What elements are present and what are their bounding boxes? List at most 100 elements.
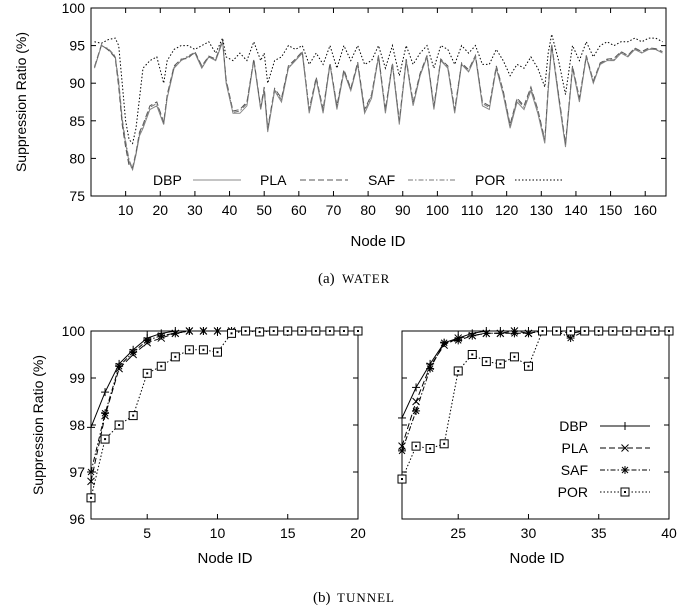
marker-star	[510, 329, 519, 338]
marker-star	[101, 409, 110, 418]
marker-plus	[398, 413, 406, 422]
marker-square-dot	[481, 357, 491, 367]
marker-square-dot	[566, 326, 576, 336]
legend-label-por: POR	[475, 172, 505, 188]
x-tick-label: 110	[461, 202, 484, 218]
marker-square-dot	[156, 361, 166, 371]
legend-label-dbp: DBP	[153, 172, 182, 188]
marker-square-dot	[411, 441, 421, 451]
marker-star	[482, 329, 491, 338]
plot-frame-water	[90, 7, 667, 197]
caption-name-b: TUNNEL	[337, 590, 395, 605]
marker-star	[426, 364, 435, 373]
x-tick-label: 100	[426, 202, 450, 218]
y-tick-label: 97	[69, 464, 85, 480]
legend-label-pla: PLA	[562, 440, 589, 456]
y-tick-label: 99	[69, 370, 85, 386]
marker-square-dot	[339, 326, 349, 336]
marker-star	[115, 362, 124, 371]
legend-label-dbp: DBP	[559, 418, 588, 434]
legend-label-pla: PLA	[260, 172, 287, 188]
marker-square-dot	[523, 361, 533, 371]
x-tick-label: 150	[599, 202, 623, 218]
chart-tunnel-left: 96 97 98 99 100 5 10 15 20 Suppression Ratio (%)…	[30, 323, 366, 567]
marker-square-dot	[650, 326, 660, 336]
y-axis-label-water: Suppression Ratio (%)	[13, 32, 29, 172]
marker-square-dot	[353, 326, 363, 336]
caption-water: (a) WATER	[318, 271, 390, 287]
marker-square-dot	[509, 352, 519, 362]
chart-water: 75 80 85 90 95 100 10 20 30 40 50 60 70 80 90 100 110 120…	[13, 0, 667, 250]
legend-water: DBP PLA SAF POR	[153, 172, 563, 188]
marker-square-dot	[255, 327, 265, 337]
caption-name-a: WATER	[342, 271, 390, 286]
marker-star	[143, 336, 152, 345]
marker-square-dot	[325, 326, 335, 336]
marker-square-dot	[425, 444, 435, 453]
marker-square-dot	[439, 439, 449, 449]
x-tick-label: 120	[495, 202, 519, 218]
marker-star	[213, 327, 222, 335]
marker-star	[129, 348, 138, 357]
x-tick-label: 20	[152, 202, 168, 218]
x-tick-label: 35	[591, 525, 607, 541]
marker-square-dot	[283, 326, 293, 336]
marker-square-dot	[311, 326, 321, 336]
x-tick-label: 20	[350, 525, 366, 541]
marker-square-dot	[453, 366, 463, 376]
legend-label-saf: SAF	[561, 462, 588, 478]
marker-square-dot	[241, 326, 251, 336]
legend-label-por: POR	[558, 484, 588, 500]
marker-square-dot	[580, 326, 590, 336]
marker-square-dot	[552, 326, 562, 336]
marker-square-dot	[86, 493, 96, 503]
series-line-por	[94, 34, 663, 145]
series-line-dbp	[94, 41, 663, 172]
y-axis-label-tunnel: Suppression Ratio (%)	[30, 355, 46, 495]
marker-square-dot	[227, 328, 237, 338]
marker-square-dot	[467, 350, 477, 359]
x-tick-label: 5	[143, 525, 151, 541]
x-tick-label: 160	[634, 202, 658, 218]
marker-square-dot	[128, 411, 138, 421]
x-tick-label: 10	[118, 202, 134, 218]
series-line-por	[401, 330, 669, 480]
marker-star	[440, 338, 449, 347]
legend-label-saf: SAF	[368, 172, 395, 188]
marker-square-dot	[212, 347, 222, 357]
marker-x	[621, 444, 629, 452]
marker-square-dot	[100, 434, 110, 444]
marker-star	[87, 468, 95, 476]
y-tick-label: 98	[69, 417, 85, 433]
marker-square-dot	[170, 352, 180, 362]
y-tick-label: 80	[69, 150, 85, 166]
x-axis-label-tunnel-left: Node ID	[197, 550, 252, 567]
x-tick-label: 130	[530, 202, 554, 218]
x-axis-label-tunnel-right: Node ID	[509, 550, 564, 567]
x-tick-label: 80	[360, 202, 376, 218]
x-tick-label: 70	[326, 202, 342, 218]
marker-square-dot	[297, 326, 307, 336]
x-tick-label: 10	[210, 525, 226, 541]
plot-frame-tunnel-left	[90, 330, 359, 520]
marker-square-dot	[198, 345, 208, 355]
y-tick-label: 85	[69, 113, 85, 129]
y-tick-label: 100	[62, 0, 86, 16]
marker-plus	[621, 422, 629, 430]
series-line-dbp	[401, 330, 669, 419]
caption-tag-b: (b)	[313, 590, 331, 606]
marker-star	[171, 329, 180, 338]
marker-square-dot	[269, 326, 279, 336]
marker-star	[454, 336, 463, 345]
marker-x	[87, 477, 95, 486]
y-tick-label: 75	[69, 188, 85, 204]
marker-star	[157, 331, 166, 340]
x-tick-label: 140	[564, 202, 588, 218]
marker-square-dot	[620, 487, 630, 497]
caption-tag-a: (a)	[318, 271, 335, 287]
marker-plus	[101, 388, 110, 397]
y-tick-label: 90	[69, 75, 85, 91]
marker-star	[524, 329, 533, 338]
series-line-saf	[94, 40, 663, 171]
